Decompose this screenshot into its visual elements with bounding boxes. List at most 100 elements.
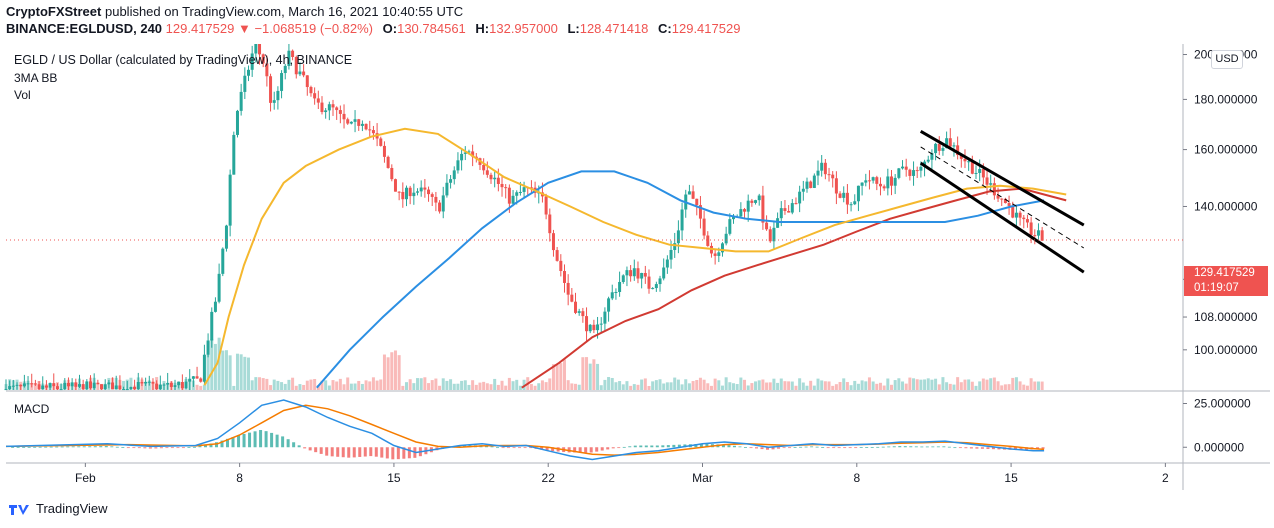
- macd-histogram-bar: [589, 447, 593, 453]
- volume-bar: [460, 380, 464, 390]
- candle-body-up: [327, 104, 331, 111]
- candle-body-down: [555, 250, 559, 261]
- candle-body-down: [1011, 205, 1015, 218]
- candle-body-down: [30, 383, 34, 385]
- volume-bar: [335, 381, 339, 390]
- candle-body-up: [103, 384, 107, 390]
- candle-body-down: [169, 382, 173, 387]
- volume-bar: [559, 363, 563, 390]
- macd-histogram-bar: [518, 447, 522, 449]
- macd-histogram-bar: [578, 447, 582, 453]
- candle-body-down: [291, 50, 295, 57]
- macd-histogram-bar: [82, 446, 86, 448]
- volume-bar: [48, 382, 52, 390]
- candle-body-up: [114, 385, 118, 390]
- macd-histogram-bar: [270, 432, 274, 448]
- y-tick-label: 100.000000: [1194, 343, 1258, 357]
- macd-histogram-bar: [226, 438, 230, 448]
- candle-body-down: [963, 158, 967, 162]
- volume-bar: [224, 350, 228, 390]
- high-key: H:: [475, 21, 490, 36]
- candle-body-down: [702, 218, 706, 236]
- macd-histogram-bar: [137, 447, 141, 449]
- volume-bar: [180, 383, 184, 390]
- macd-histogram-bar: [104, 446, 108, 448]
- currency-button[interactable]: USD: [1211, 50, 1243, 69]
- candle-body-up: [886, 176, 890, 189]
- candle-body-up: [941, 148, 945, 151]
- candle-body-up: [136, 381, 140, 390]
- candle-body-down: [100, 384, 104, 390]
- volume-bar: [908, 377, 912, 390]
- candle-body-down: [529, 187, 533, 189]
- macd-histogram-bar: [986, 447, 990, 449]
- author-name[interactable]: CryptoFXStreet: [6, 4, 102, 19]
- volume-bar: [467, 384, 471, 390]
- candle-body-down: [393, 179, 397, 192]
- volume-bar: [114, 377, 118, 390]
- candle-body-down: [346, 119, 350, 124]
- channel-upper-line: [919, 129, 1085, 227]
- volume-bar: [11, 380, 15, 390]
- candle-body-down: [489, 174, 493, 180]
- indicator-volume[interactable]: Vol: [14, 88, 31, 102]
- volume-bar: [625, 381, 629, 390]
- volume-bar: [662, 383, 666, 390]
- volume-bar: [504, 385, 508, 390]
- macd-histogram-bar: [755, 447, 759, 449]
- indicator-ma-bb[interactable]: 3MA BB: [14, 71, 58, 85]
- candle-body-up: [757, 195, 761, 201]
- candle-body-down: [96, 382, 100, 385]
- macd-histogram-bar: [1041, 447, 1045, 449]
- volume-bar: [735, 384, 739, 390]
- candle-body-up: [816, 170, 820, 176]
- volume-bar: [790, 381, 794, 390]
- candle-body-down: [408, 187, 412, 197]
- volume-bar: [19, 381, 23, 390]
- volume-bar: [989, 378, 993, 390]
- volume-bar: [371, 377, 375, 390]
- volume-bar: [809, 380, 813, 390]
- macd-histogram-bar: [93, 446, 97, 448]
- candle-body-down: [74, 382, 78, 387]
- indicator-macd[interactable]: MACD: [14, 402, 50, 416]
- last-price-tag: 129.417529: [1184, 266, 1268, 281]
- macd-histogram-bar: [567, 447, 571, 453]
- volume-bar: [210, 339, 214, 390]
- volume-bar: [125, 379, 129, 390]
- candle-body-down: [180, 381, 184, 389]
- volume-bar: [434, 378, 438, 390]
- macd-histogram-bar: [181, 447, 185, 449]
- volume-bar: [191, 380, 195, 390]
- volume-bar: [779, 378, 783, 390]
- candle-body-up: [607, 298, 611, 312]
- macd-histogram-bar: [55, 446, 59, 448]
- candle-body-down: [331, 104, 335, 108]
- macd-histogram-bar: [248, 432, 252, 448]
- candle-body-up: [419, 187, 423, 192]
- candle-body-up: [452, 170, 456, 180]
- macd-histogram-bar: [848, 447, 852, 449]
- volume-bar: [438, 385, 442, 390]
- candle-body-up: [129, 387, 133, 390]
- volume-bar: [820, 380, 824, 390]
- macd-histogram-bar: [99, 446, 103, 448]
- volume-bar: [482, 381, 486, 390]
- macd-histogram-bar: [407, 447, 411, 459]
- candle-body-up: [247, 69, 251, 76]
- candle-body-down: [118, 385, 122, 390]
- footer-branding[interactable]: TradingView: [8, 500, 108, 518]
- volume-bar: [412, 383, 416, 390]
- volume-bar: [680, 384, 684, 390]
- macd-histogram-bar: [77, 446, 81, 448]
- candle-body-up: [798, 191, 802, 204]
- candle-body-down: [19, 384, 23, 387]
- low-key: L:: [567, 21, 580, 36]
- candle-body-up: [621, 275, 625, 282]
- macd-histogram-bar: [887, 446, 891, 448]
- candle-body-down: [713, 253, 717, 256]
- candle-body-down: [647, 276, 651, 289]
- volume-bar: [390, 352, 394, 390]
- candle-body-down: [882, 186, 886, 189]
